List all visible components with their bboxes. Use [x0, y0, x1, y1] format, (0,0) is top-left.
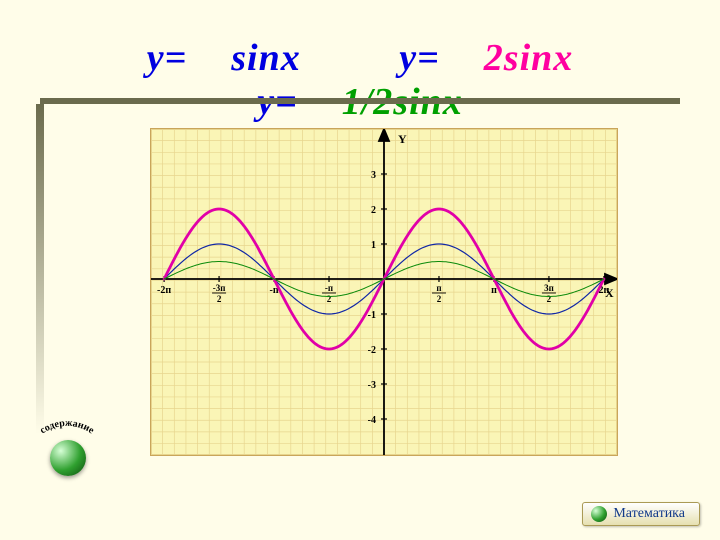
- svg-text:-1: -1: [368, 310, 376, 321]
- svg-text:3: 3: [371, 170, 376, 181]
- svg-text:3п: 3п: [544, 283, 554, 293]
- svg-text:-2: -2: [368, 345, 376, 356]
- svg-text:2: 2: [547, 294, 552, 304]
- svg-text:п: п: [491, 285, 497, 296]
- formula-2: y=2sinx: [377, 37, 595, 79]
- svg-text:-3п: -3п: [213, 283, 226, 293]
- svg-text:2: 2: [327, 294, 332, 304]
- horizontal-rule: [40, 98, 680, 104]
- sphere-icon: [50, 440, 86, 476]
- math-button[interactable]: Математика: [582, 502, 700, 526]
- svg-text:1: 1: [371, 240, 376, 251]
- left-accent-bar: [36, 104, 44, 434]
- svg-text:2: 2: [371, 205, 376, 216]
- svg-text:п: п: [436, 283, 441, 293]
- svg-text:-4: -4: [368, 415, 376, 426]
- sine-chart: -4-3-2-1123-2п-3п2-п-п2п2п3п22пYX: [150, 128, 618, 456]
- formula-1: y=sinx: [125, 37, 323, 79]
- svg-text:2: 2: [437, 294, 442, 304]
- svg-text:-2п: -2п: [157, 285, 171, 296]
- svg-text:-п: -п: [325, 283, 333, 293]
- math-button-label: Математика: [613, 506, 685, 522]
- contents-button[interactable]: содержание: [22, 390, 112, 480]
- sphere-icon: [591, 506, 607, 522]
- svg-text:X: X: [605, 286, 614, 300]
- svg-text:содержание: содержание: [38, 418, 96, 437]
- svg-text:-3: -3: [368, 380, 376, 391]
- title-row: y=sinx y=2sinx y=1/2sinx: [0, 36, 720, 124]
- svg-text:Y: Y: [398, 132, 407, 146]
- svg-text:2: 2: [217, 294, 222, 304]
